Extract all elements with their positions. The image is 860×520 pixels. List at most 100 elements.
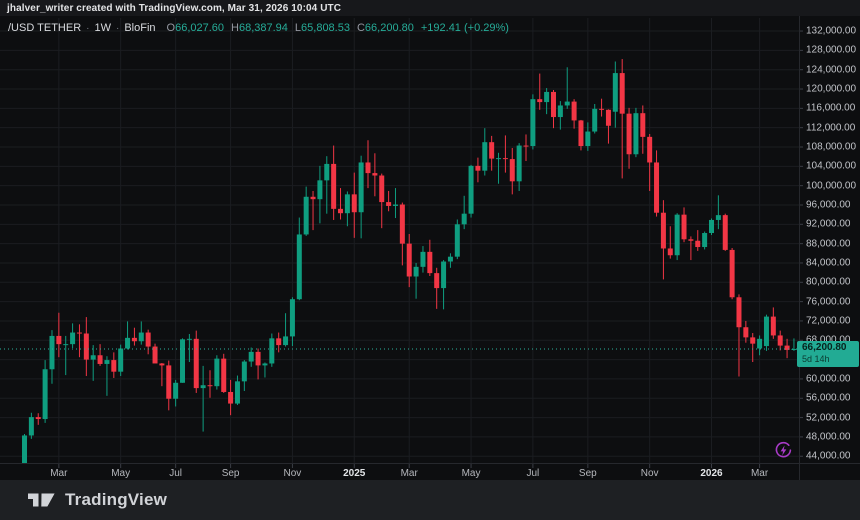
candle-body	[379, 175, 385, 203]
candle-body	[688, 239, 694, 241]
candle-body	[427, 251, 433, 274]
chart-pane[interactable]: /USD TETHER · 1W · BloFin O66,027.60 H68…	[0, 16, 860, 480]
candle-body	[358, 162, 364, 213]
candle-body	[434, 273, 440, 289]
time-axis-label: 2026	[700, 468, 723, 479]
candle-body	[221, 358, 227, 392]
candle-body	[138, 332, 144, 342]
candle-body	[784, 345, 790, 350]
candle-body	[338, 208, 344, 214]
candle-body	[269, 338, 275, 364]
candle-body	[502, 158, 508, 160]
time-axis-label: May	[111, 468, 131, 479]
last-price-value: 66,200.80	[802, 342, 847, 354]
tradingview-logo[interactable]: TradingView	[27, 490, 167, 510]
candle-body	[729, 249, 735, 298]
candle-body	[537, 99, 543, 103]
symbol-legend[interactable]: /USD TETHER · 1W · BloFin O66,027.60 H68…	[8, 22, 509, 34]
candle-body	[461, 213, 467, 225]
candle-body	[674, 214, 680, 256]
candle-body	[200, 385, 206, 389]
candle-body	[241, 361, 247, 382]
candle-body	[592, 108, 598, 132]
close-label: C	[356, 22, 365, 34]
candle-body	[76, 332, 82, 334]
candle-body	[516, 145, 522, 182]
candle-body	[83, 333, 89, 360]
candle-body	[386, 202, 392, 206]
candle-body	[255, 351, 261, 366]
price-axis-label: 128,000.00	[806, 44, 857, 56]
candle-body	[530, 99, 536, 147]
candle-body	[406, 243, 412, 277]
candle-body	[447, 256, 453, 262]
last-price-label: 66,200.80 5d 14h	[797, 341, 859, 368]
candle-body	[63, 344, 69, 346]
lightning-icon[interactable]	[774, 441, 793, 460]
candle-body	[722, 215, 728, 250]
symbol-title[interactable]: /USD TETHER	[8, 22, 82, 34]
open-value: 66,027.60	[175, 22, 225, 34]
price-axis-label: 108,000.00	[806, 141, 857, 153]
price-scale[interactable]: 132,000.00 128,000.00 124,000.00 120,000.00…	[799, 16, 860, 464]
candle-body	[193, 338, 199, 389]
time-axis-label: Jul	[169, 468, 183, 479]
high-label: H	[231, 22, 239, 34]
price-axis-label: 100,000.00	[806, 180, 857, 192]
candle-body	[750, 337, 756, 344]
low-label: L	[294, 22, 302, 34]
candle-body	[131, 337, 137, 342]
candle-body	[289, 299, 295, 337]
candle-body	[544, 91, 550, 103]
candle-body	[660, 212, 666, 249]
time-axis-label: May	[461, 468, 481, 479]
candle-body	[509, 159, 515, 182]
candle-body	[186, 338, 192, 340]
candle-body	[441, 261, 447, 289]
candle-body	[633, 113, 639, 155]
candle-body	[468, 165, 474, 214]
candle-body	[763, 316, 769, 347]
candle-body	[152, 346, 158, 364]
candle-body	[681, 214, 687, 240]
price-axis-label: 104,000.00	[806, 160, 857, 172]
price-axis-label: 72,000.00	[806, 315, 851, 327]
tradingview-wordmark[interactable]: TradingView	[65, 490, 168, 509]
candle-body	[619, 73, 625, 114]
candle-body	[777, 335, 783, 346]
candle-body	[35, 417, 41, 420]
time-axis-label: 2025	[343, 468, 366, 479]
candlestick-chart[interactable]	[0, 16, 860, 480]
candle-body	[757, 338, 763, 349]
candle-body	[736, 297, 742, 328]
time-axis-label: Sep	[578, 468, 597, 479]
candle-body	[715, 215, 721, 220]
time-axis-label: Mar	[750, 468, 769, 479]
candle-body	[97, 355, 103, 364]
candle-body	[489, 142, 495, 159]
price-axis-label: 48,000.00	[806, 431, 851, 443]
separator-dot: ·	[115, 22, 120, 34]
candle-body	[585, 131, 591, 147]
price-axis-label: 96,000.00	[806, 199, 851, 211]
candle-body	[482, 142, 488, 171]
price-axis-label: 84,000.00	[806, 257, 851, 269]
price-axis-label: 88,000.00	[806, 238, 851, 250]
time-scale[interactable]: Mar May Jul Sep Nov 2025 Mar May Jul Sep Nov 2026 Ma…	[0, 464, 860, 480]
candle-body	[28, 417, 34, 436]
candle-body	[56, 335, 62, 345]
interval-label[interactable]: 1W	[94, 22, 111, 34]
time-axis-label: Sep	[221, 468, 240, 479]
candle-body	[22, 435, 27, 463]
candle-body	[70, 332, 76, 345]
candle-body	[248, 351, 254, 362]
exchange-label[interactable]: BloFin	[124, 22, 156, 34]
candle-body	[365, 162, 371, 174]
candle-body	[626, 113, 632, 155]
time-axis-label: Nov	[640, 468, 659, 479]
candle-body	[695, 240, 701, 248]
separator-dot: ·	[86, 22, 90, 34]
candle-body	[640, 113, 646, 137]
candle-body	[454, 224, 460, 257]
candle-body	[743, 327, 749, 338]
